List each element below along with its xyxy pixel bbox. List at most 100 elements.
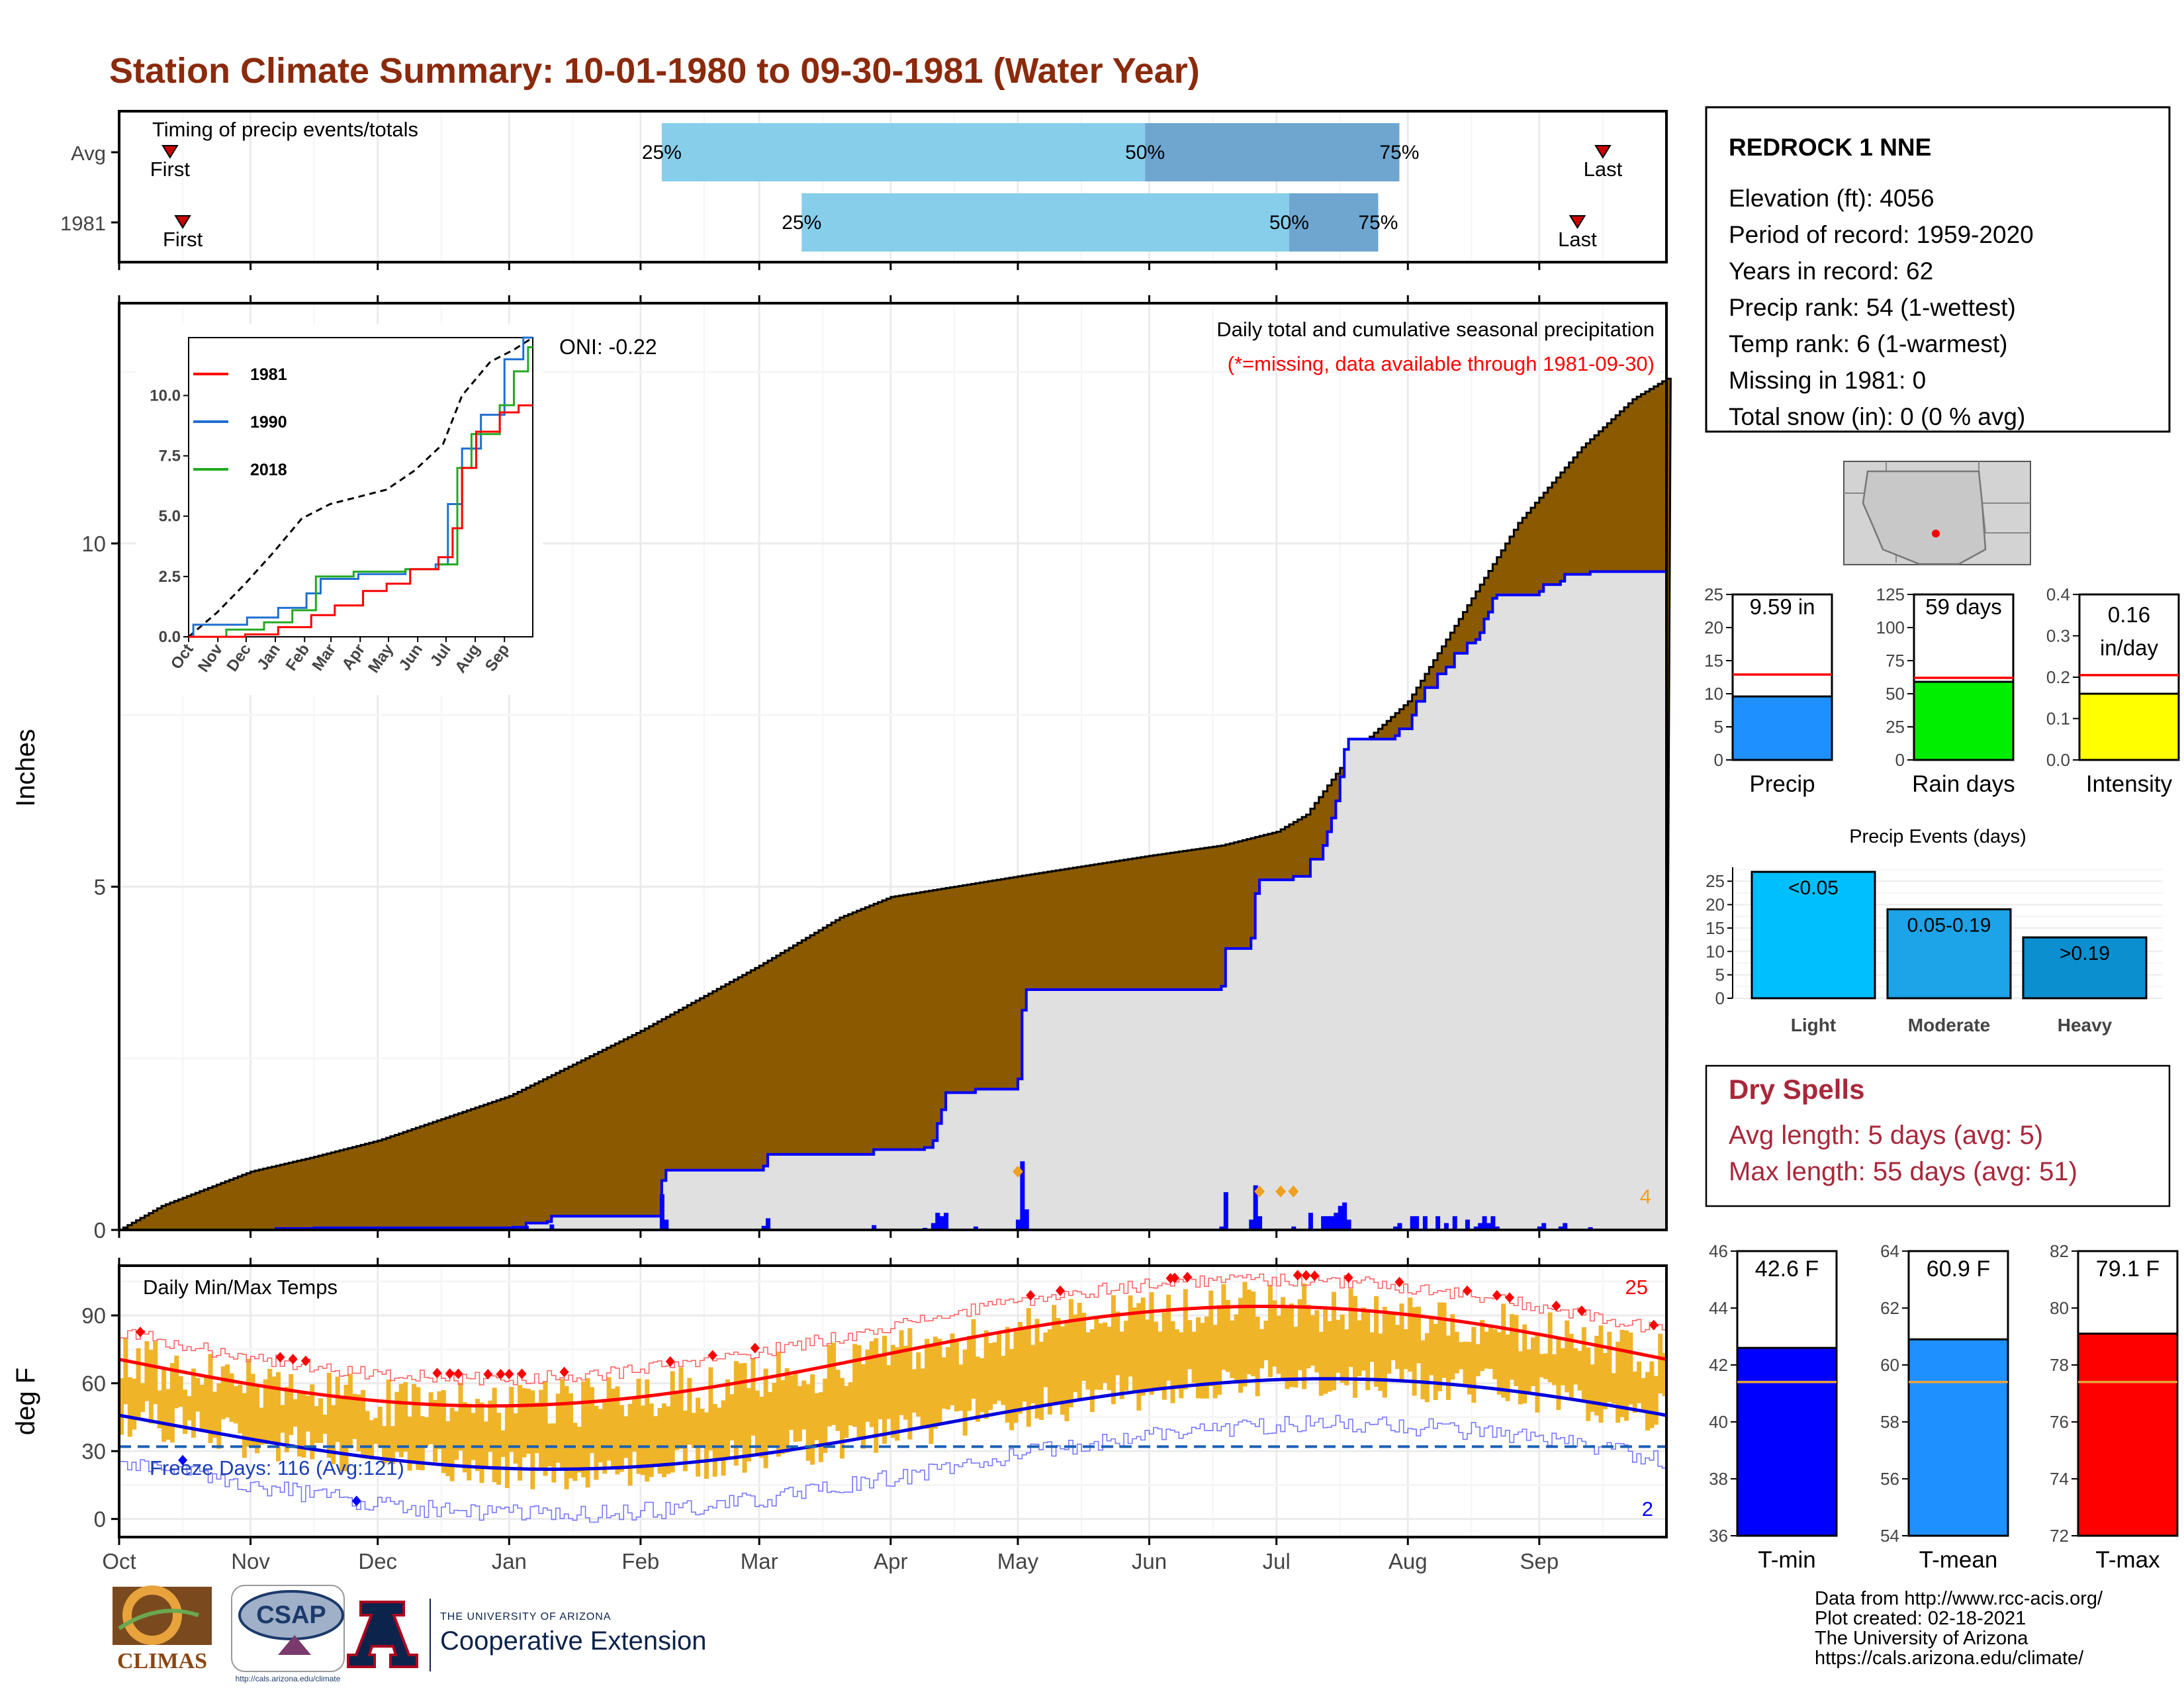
daily-temp-bar	[941, 1357, 946, 1409]
climas-logo-swirl	[122, 1585, 182, 1645]
precip-summary-2-y-tick-label: 0.1	[2046, 709, 2070, 729]
daily-temp-bar	[1179, 1332, 1184, 1399]
daily-temp-bar	[165, 1389, 171, 1440]
station-info-line: Period of record: 1959-2020	[1729, 221, 2034, 248]
daily-temp-bar	[1344, 1329, 1349, 1385]
daily-temp-bar	[242, 1393, 247, 1458]
daily-temp-bar	[916, 1352, 921, 1417]
daily-temp-bar	[1649, 1361, 1655, 1429]
month-label: Dec	[358, 1549, 397, 1573]
month-label: May	[997, 1549, 1039, 1573]
daily-temp-bar	[933, 1336, 938, 1429]
daily-temp-bar	[289, 1374, 294, 1435]
missing-data-marker	[1288, 1185, 1299, 1197]
daily-temp-bar	[1017, 1321, 1023, 1414]
precip-summary-0-y-tick-label: 20	[1704, 618, 1723, 637]
daily-temp-bar	[1293, 1327, 1298, 1388]
daily-temp-bar	[682, 1410, 688, 1472]
precip-summary-1-y-tick-label: 50	[1886, 684, 1905, 704]
daily-temp-bar	[377, 1407, 383, 1448]
daily-temp-bar	[1208, 1290, 1214, 1386]
record-high-marker	[288, 1354, 298, 1365]
daily-temp-bar	[805, 1384, 811, 1461]
daily-temp-bar	[975, 1356, 980, 1422]
daily-temp-bar	[148, 1350, 154, 1424]
daily-temp-bar	[208, 1354, 213, 1444]
precip-summary-2-y-tick-label: 0.0	[2046, 750, 2070, 770]
daily-temp-bar	[356, 1394, 361, 1452]
daily-temp-bar	[1560, 1348, 1565, 1385]
daily-temp-bar	[1399, 1303, 1404, 1382]
daily-precip-bar	[872, 1225, 877, 1230]
daily-temp-bar	[1111, 1295, 1116, 1405]
daily-precip-bar	[1342, 1202, 1347, 1230]
precip-summary-2-y-tick-label: 0.3	[2046, 626, 2070, 646]
record-high-marker	[517, 1368, 527, 1380]
daily-precip-bar	[1537, 1226, 1542, 1230]
temp-y-tick-label: 60	[81, 1372, 106, 1396]
daily-temp-bar	[1187, 1320, 1193, 1370]
daily-temp-bar	[1539, 1354, 1544, 1378]
daily-temp-bar	[318, 1398, 324, 1443]
precip-summary-1-y-tick-label: 100	[1876, 618, 1905, 637]
precip-panel-frame	[118, 302, 1668, 1231]
daily-temp-bar	[1653, 1376, 1659, 1425]
daily-temp-bar	[590, 1387, 595, 1454]
daily-temp-bar	[823, 1378, 828, 1453]
daily-temp-bar	[611, 1388, 616, 1469]
temp-summary-value: 79.1 F	[2096, 1256, 2160, 1282]
daily-temp-bar	[187, 1396, 192, 1421]
daily-temp-bar	[733, 1361, 739, 1466]
daily-precip-bar	[1486, 1223, 1491, 1230]
events-bar-heavy	[2022, 936, 2148, 1000]
precip-summary-0-bar	[1731, 695, 1833, 761]
precip-summary-2-y-tick-label: 0.2	[2046, 667, 2070, 687]
daily-precip-bar	[1015, 1219, 1021, 1230]
timing-first-marker	[174, 215, 191, 229]
daily-temp-bar	[462, 1402, 467, 1473]
precip-summary-1-y-tick-label: 25	[1886, 717, 1905, 737]
events-y-tick-label: 15	[1706, 918, 1725, 938]
daily-temp-bar	[1238, 1297, 1244, 1393]
month-label: Feb	[621, 1549, 659, 1573]
daily-temp-bar	[1433, 1323, 1438, 1401]
daily-temp-bar	[983, 1330, 989, 1419]
daily-temp-bar	[1628, 1332, 1633, 1405]
month-label: Aug	[1388, 1549, 1428, 1573]
daily-temp-bar	[276, 1372, 281, 1462]
daily-temp-bar	[373, 1418, 379, 1444]
daily-temp-bar	[1424, 1333, 1430, 1403]
daily-temp-bar	[220, 1366, 226, 1420]
daily-temp-bar	[1365, 1310, 1371, 1391]
daily-temp-bar	[1204, 1316, 1209, 1399]
daily-temp-bar	[1565, 1320, 1570, 1393]
csap-mountain-icon	[278, 1635, 311, 1655]
daily-temp-bar	[848, 1382, 853, 1426]
events-y-tick-label: 25	[1706, 871, 1725, 891]
record-high-marker	[432, 1368, 442, 1379]
daily-precip-bar	[1443, 1223, 1449, 1230]
daily-temp-bar	[310, 1384, 315, 1460]
daily-precip-bar	[1346, 1219, 1351, 1230]
daily-temp-bar	[547, 1423, 552, 1467]
climas-logo-text: CLIMAS	[117, 1649, 207, 1673]
record-high-marker	[1169, 1272, 1179, 1284]
daily-temp-bar	[390, 1426, 395, 1464]
daily-temp-bar	[598, 1409, 603, 1463]
precip-ylabel: Inches	[11, 729, 40, 807]
timing-row-label: Avg	[71, 142, 106, 165]
daily-temp-bar	[136, 1348, 141, 1418]
daily-temp-bar	[920, 1368, 925, 1429]
temp-summary-1-y-tick-label: 56	[1880, 1469, 1899, 1489]
daily-temp-bar	[1535, 1332, 1540, 1413]
daily-temp-bar	[929, 1343, 934, 1444]
daily-temp-bar	[280, 1405, 285, 1433]
daily-temp-bar	[1522, 1324, 1527, 1403]
daily-temp-bar	[1492, 1329, 1498, 1380]
events-bar-moderate	[1886, 908, 2012, 1000]
precip-summary-0-y-tick-label: 0	[1714, 750, 1723, 770]
temp-summary-0-y-tick-label: 40	[1709, 1412, 1728, 1432]
temp-summary-2-y-tick-label: 76	[2050, 1412, 2069, 1432]
daily-temp-bar	[1569, 1333, 1574, 1400]
month-label: Nov	[231, 1549, 270, 1573]
